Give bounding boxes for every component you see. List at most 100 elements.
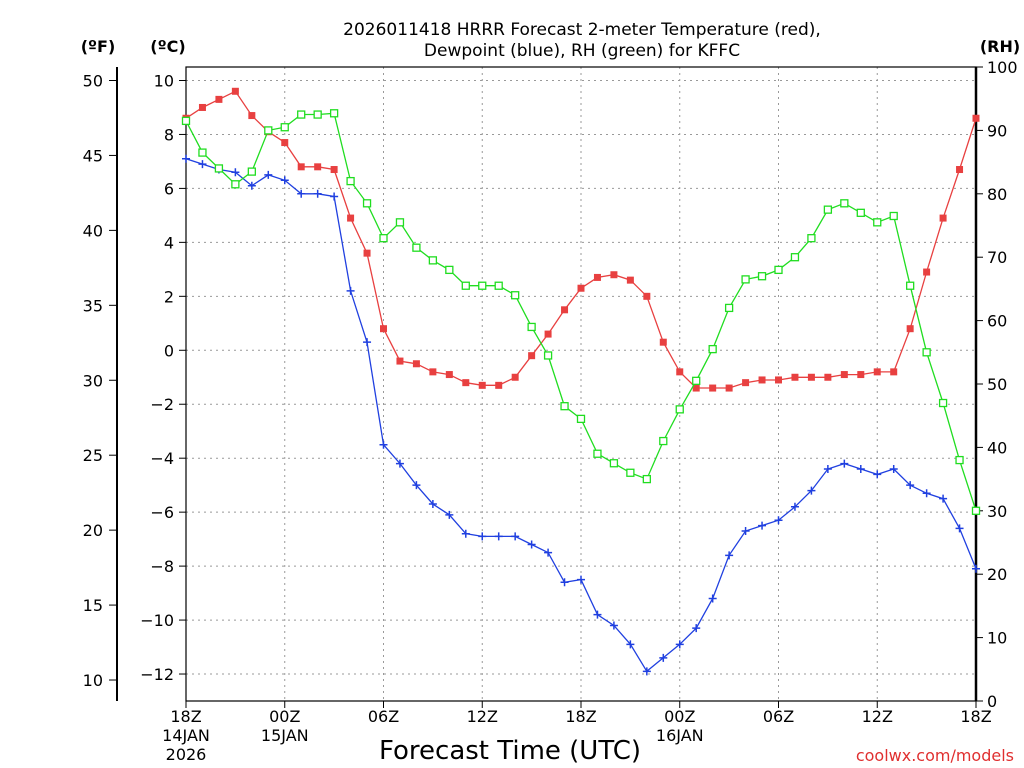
temperature-point xyxy=(807,373,815,381)
temperature-point xyxy=(692,384,700,392)
time-tick-date: 16JAN xyxy=(656,726,704,745)
rh-point xyxy=(807,234,816,243)
celsius-axis: 10 8 6 4 2 0 −2 −4 −6 −8 −10 −12 xyxy=(140,71,186,684)
rh-point xyxy=(313,110,322,119)
time-tick-label: 06Z xyxy=(763,707,794,726)
rh-point xyxy=(247,167,256,176)
rh-point xyxy=(906,281,915,290)
time-tick-label: 06Z xyxy=(368,707,399,726)
temperature-point xyxy=(610,271,618,279)
temperature-point xyxy=(709,384,717,392)
rh-point xyxy=(214,164,224,173)
celsius-tick-label: 4 xyxy=(164,233,174,252)
dewpoint-point xyxy=(511,532,520,541)
dewpoint-point xyxy=(330,192,339,201)
rh-point xyxy=(461,281,470,290)
rh-point xyxy=(395,218,405,227)
rh-point xyxy=(412,243,421,252)
dewpoint-point xyxy=(544,548,553,557)
dewpoint-point xyxy=(906,481,915,490)
temperature-point xyxy=(791,373,799,381)
temperature-point xyxy=(528,352,536,360)
rh-point xyxy=(790,253,800,262)
dewpoint-point xyxy=(774,516,783,525)
temperature-point xyxy=(643,292,651,300)
temperature-point xyxy=(873,368,881,376)
temperature-point xyxy=(347,214,355,222)
temperature-point xyxy=(824,373,832,381)
grid-lines xyxy=(186,67,976,701)
dewpoint-point xyxy=(577,575,585,584)
dewpoint-point xyxy=(725,551,734,560)
rh-point xyxy=(478,281,487,290)
temperature-point xyxy=(544,330,552,338)
dewpoint-point xyxy=(840,459,849,468)
dewpoint-point xyxy=(856,464,865,473)
temperature-point xyxy=(939,214,947,222)
rh-point xyxy=(741,275,750,284)
rh-tick-label: 30 xyxy=(987,502,1007,521)
dewpoint-point xyxy=(412,481,421,490)
temperature-point xyxy=(758,376,766,384)
time-tick-date: 14JAN xyxy=(162,726,210,745)
temperature-point xyxy=(626,276,634,284)
dewpoint-point xyxy=(708,594,717,603)
temperature-point xyxy=(429,368,437,376)
rh-point xyxy=(445,265,454,275)
rh-point xyxy=(708,344,717,354)
rh-point xyxy=(955,455,964,465)
rh-point xyxy=(231,180,240,189)
temperature-point xyxy=(972,114,980,122)
temperature-point xyxy=(314,163,322,171)
rh-unit-label: (RH) xyxy=(980,37,1020,56)
dewpoint-point xyxy=(741,527,750,536)
temperature-point xyxy=(445,371,453,379)
temperature-point xyxy=(478,381,486,389)
dewpoint-point xyxy=(823,464,832,473)
rh-point xyxy=(543,351,553,360)
rh-point xyxy=(922,348,931,357)
rh-tick-label: 90 xyxy=(987,121,1007,140)
celsius-tick-label: 10 xyxy=(154,71,174,90)
rh-point xyxy=(560,402,569,411)
fahrenheit-tick-label: 35 xyxy=(83,296,103,315)
dewpoint-point xyxy=(527,540,536,549)
rh-point xyxy=(659,436,668,446)
dewpoint-point xyxy=(313,189,322,198)
series-group xyxy=(181,87,981,676)
temperature-point xyxy=(890,368,898,376)
rh-point xyxy=(379,234,388,243)
plot-frame xyxy=(185,66,977,702)
dewpoint-point xyxy=(955,524,964,533)
rh-point xyxy=(971,506,981,515)
dewpoint-point xyxy=(198,160,207,169)
rh-point xyxy=(329,109,339,118)
dewpoint-point xyxy=(494,532,503,541)
rh-point xyxy=(297,110,306,119)
rh-point xyxy=(724,303,734,313)
dewpoint-point xyxy=(182,154,190,163)
temperature-point xyxy=(412,360,420,368)
rh-point xyxy=(181,116,191,126)
celsius-tick-label: 0 xyxy=(164,341,174,360)
temperature-point xyxy=(363,249,371,257)
time-tick-date: 15JAN xyxy=(261,726,309,745)
dewpoint-point xyxy=(593,610,602,619)
dewpoint-point xyxy=(264,170,273,179)
fahrenheit-axis: 50 45 40 35 30 25 20 15 10 xyxy=(83,71,117,690)
dewpoint-point xyxy=(560,578,569,587)
dewpoint-point xyxy=(790,502,799,511)
dewpoint-point xyxy=(873,470,882,479)
temperature-point xyxy=(906,325,914,333)
temperature-point xyxy=(659,338,667,346)
rh-point xyxy=(856,208,865,217)
dewpoint-point xyxy=(642,667,651,676)
fahrenheit-tick-label: 40 xyxy=(83,221,103,240)
time-tick-label: 12Z xyxy=(467,707,498,726)
fahrenheit-tick-label: 45 xyxy=(83,146,103,165)
chart-title-line2: Dewpoint (blue), RH (green) for KFFC xyxy=(424,41,740,61)
rh-point xyxy=(823,205,833,214)
rh-point xyxy=(494,281,503,290)
